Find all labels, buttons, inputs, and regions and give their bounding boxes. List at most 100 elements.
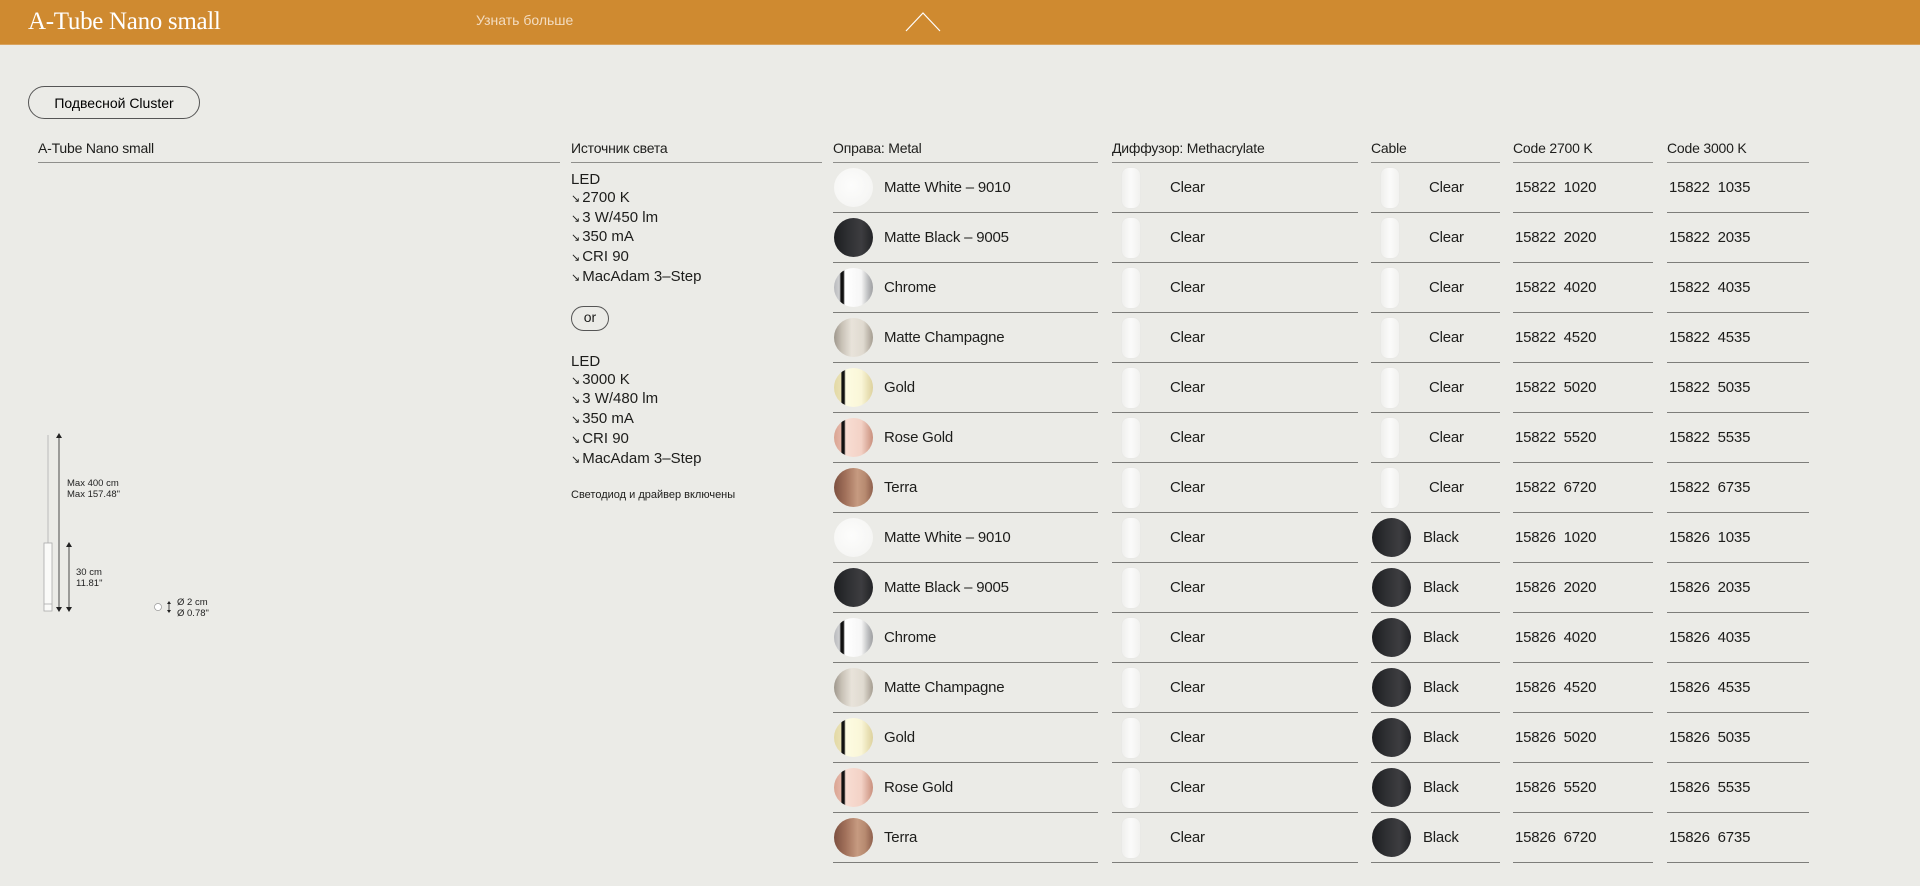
frame-cell[interactable]: Rose Gold — [833, 763, 1098, 813]
frame-cell[interactable]: Gold — [833, 713, 1098, 763]
cable-cell[interactable]: Black — [1371, 613, 1500, 663]
frame-cell[interactable]: Chrome — [833, 263, 1098, 313]
code-2700: 15826 5020 — [1515, 729, 1597, 746]
frame-cell[interactable]: Matte Champagne — [833, 663, 1098, 713]
led-spec-value: CRI 90 — [582, 429, 629, 447]
frame-swatch-white — [834, 168, 873, 207]
arrow-down-right-icon: ↘ — [571, 433, 581, 446]
code2700-cell[interactable]: 15822 2020 — [1513, 213, 1653, 263]
diffuser-cell[interactable]: Clear — [1112, 663, 1358, 713]
cable-swatch-black — [1372, 518, 1411, 557]
code3000-cell[interactable]: 15822 6735 — [1667, 463, 1809, 513]
code-2700: 15822 6720 — [1515, 479, 1597, 496]
diffuser-cell[interactable]: Clear — [1112, 313, 1358, 363]
diffuser-cell[interactable]: Clear — [1112, 813, 1358, 863]
code3000-cell[interactable]: 15826 6735 — [1667, 813, 1809, 863]
code3000-cell[interactable]: 15826 4035 — [1667, 613, 1809, 663]
frame-cell[interactable]: Matte Black – 9005 — [833, 213, 1098, 263]
code2700-cell[interactable]: 15826 1020 — [1513, 513, 1653, 563]
code2700-cell[interactable]: 15826 6720 — [1513, 813, 1653, 863]
diffuser-name: Clear — [1170, 379, 1205, 396]
cable-cell[interactable]: Black — [1371, 513, 1500, 563]
code2700-cell[interactable]: 15826 4020 — [1513, 613, 1653, 663]
diffuser-cell[interactable]: Clear — [1112, 163, 1358, 213]
cable-cell[interactable]: Black — [1371, 663, 1500, 713]
code2700-cell[interactable]: 15826 4520 — [1513, 663, 1653, 713]
diffuser-cell[interactable]: Clear — [1112, 363, 1358, 413]
code3000-cell[interactable]: 15826 1035 — [1667, 513, 1809, 563]
frame-swatch-gold — [834, 368, 873, 407]
code3000-cell[interactable]: 15822 5035 — [1667, 363, 1809, 413]
cable-swatch-clear — [1381, 267, 1399, 308]
diffuser-name: Clear — [1170, 729, 1205, 746]
cable-cell[interactable]: Clear — [1371, 363, 1500, 413]
cable-cell[interactable]: Clear — [1371, 263, 1500, 313]
diffuser-cell[interactable]: Clear — [1112, 263, 1358, 313]
cable-cell[interactable]: Black — [1371, 763, 1500, 813]
code2700-cell[interactable]: 15826 2020 — [1513, 563, 1653, 613]
diffuser-swatch-clear — [1122, 567, 1140, 608]
code2700-cell[interactable]: 15826 5020 — [1513, 713, 1653, 763]
code3000-cell[interactable]: 15822 4035 — [1667, 263, 1809, 313]
cable-cell[interactable]: Black — [1371, 813, 1500, 863]
frame-cell[interactable]: Matte Black – 9005 — [833, 563, 1098, 613]
code-2700: 15826 4020 — [1515, 629, 1597, 646]
code-2700: 15826 4520 — [1515, 679, 1597, 696]
code2700-cell[interactable]: 15822 4520 — [1513, 313, 1653, 363]
code2700-cell[interactable]: 15822 5020 — [1513, 363, 1653, 413]
diffuser-cell[interactable]: Clear — [1112, 763, 1358, 813]
diffuser-header: Диффузор: Methacrylate — [1112, 140, 1358, 163]
cable-swatch-clear — [1381, 167, 1399, 208]
cluster-filter-button[interactable]: Подвесной Cluster — [28, 86, 200, 119]
code3000-cell[interactable]: 15822 4535 — [1667, 313, 1809, 363]
cable-cell[interactable]: Clear — [1371, 313, 1500, 363]
frame-swatch-black — [834, 568, 873, 607]
cable-column: Cable — [1371, 140, 1500, 163]
diffuser-cell[interactable]: Clear — [1112, 713, 1358, 763]
frame-cell[interactable]: Matte Champagne — [833, 313, 1098, 363]
code2700-cell[interactable]: 15822 6720 — [1513, 463, 1653, 513]
cable-cell[interactable]: Clear — [1371, 163, 1500, 213]
code3000-cell[interactable]: 15826 5535 — [1667, 763, 1809, 813]
arrow-down-right-icon: ↘ — [571, 232, 581, 245]
arrow-down-right-icon: ↘ — [571, 394, 581, 407]
frame-name: Matte White – 9010 — [884, 529, 1011, 546]
chevron-up-icon[interactable] — [905, 10, 941, 32]
cable-name: Clear — [1429, 279, 1464, 296]
code2700-cell[interactable]: 15826 5520 — [1513, 763, 1653, 813]
cable-cell[interactable]: Clear — [1371, 213, 1500, 263]
frame-cell[interactable]: Terra — [833, 463, 1098, 513]
cable-cell[interactable]: Clear — [1371, 463, 1500, 513]
frame-cell[interactable]: Matte White – 9010 — [833, 513, 1098, 563]
cable-swatch-black — [1372, 718, 1411, 757]
frame-cell[interactable]: Rose Gold — [833, 413, 1098, 463]
frame-cell[interactable]: Terra — [833, 813, 1098, 863]
code3000-cell[interactable]: 15822 2035 — [1667, 213, 1809, 263]
frame-cell[interactable]: Chrome — [833, 613, 1098, 663]
diffuser-cell[interactable]: Clear — [1112, 613, 1358, 663]
frame-name: Rose Gold — [884, 779, 954, 796]
diffuser-cell[interactable]: Clear — [1112, 413, 1358, 463]
cable-name: Black — [1423, 529, 1459, 546]
code3000-cell[interactable]: 15826 4535 — [1667, 663, 1809, 713]
code3000-cell[interactable]: 15822 1035 — [1667, 163, 1809, 213]
learn-more-link[interactable]: Узнать больше — [476, 12, 574, 28]
diffuser-cell[interactable]: Clear — [1112, 463, 1358, 513]
code2700-cell[interactable]: 15822 5520 — [1513, 413, 1653, 463]
diffuser-cell[interactable]: Clear — [1112, 513, 1358, 563]
code3000-cell[interactable]: 15826 2035 — [1667, 563, 1809, 613]
code-2700: 15822 2020 — [1515, 229, 1597, 246]
code3000-cell[interactable]: 15822 5535 — [1667, 413, 1809, 463]
code3000-cell[interactable]: 15826 5035 — [1667, 713, 1809, 763]
diffuser-cell[interactable]: Clear — [1112, 213, 1358, 263]
frame-cell[interactable]: Gold — [833, 363, 1098, 413]
led-driver-note: Светодиод и драйвер включены — [571, 488, 736, 501]
code2700-cell[interactable]: 15822 1020 — [1513, 163, 1653, 213]
cable-cell[interactable]: Black — [1371, 713, 1500, 763]
diffuser-cell[interactable]: Clear — [1112, 563, 1358, 613]
cable-cell[interactable]: Clear — [1371, 413, 1500, 463]
frame-cell[interactable]: Matte White – 9010 — [833, 163, 1098, 213]
cable-cell[interactable]: Black — [1371, 563, 1500, 613]
code2700-cell[interactable]: 15822 4020 — [1513, 263, 1653, 313]
frame-name: Matte Champagne — [884, 679, 1005, 696]
